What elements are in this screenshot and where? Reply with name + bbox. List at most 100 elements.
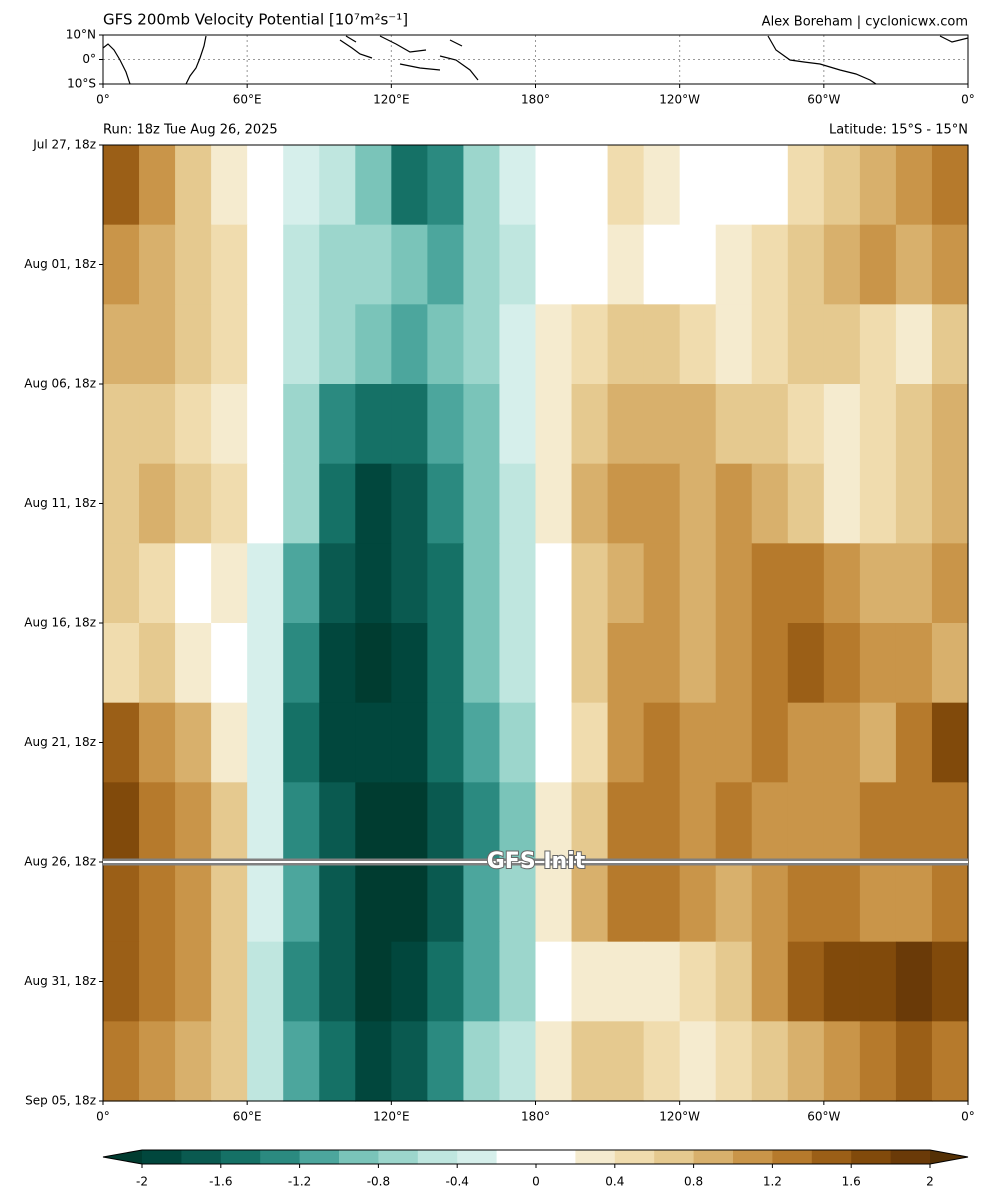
cell [787,145,825,226]
colorbar-segment [181,1150,222,1164]
cell [139,862,176,943]
cell [103,623,140,704]
cell [535,145,573,226]
cell [679,384,717,465]
cell [859,862,897,943]
cell [175,702,212,783]
cell [175,623,212,704]
cell [715,145,753,226]
cell [319,224,356,305]
cell [751,384,789,465]
cell [823,384,861,465]
cell [931,543,969,624]
cell [211,1021,248,1102]
cell [535,862,573,943]
cell [391,702,428,783]
cell [499,224,537,305]
cell [499,145,537,226]
cell [391,941,428,1022]
cell [283,1021,320,1102]
cell [679,941,717,1022]
map-x-tick-label: 180° [521,93,550,107]
cell [247,862,284,943]
cell [931,782,969,863]
colorbar-tick-label: 0.8 [684,1175,703,1189]
cell [283,304,320,385]
cell [319,543,356,624]
cell [859,463,897,544]
map-x-tick-label: 0° [961,93,975,107]
map-x-tick-label: 60°W [807,93,840,107]
cell [751,862,789,943]
cell [499,1021,537,1102]
cell [499,463,537,544]
cell [679,782,717,863]
cell [355,304,392,385]
cell [103,224,140,305]
colorbar-segment [575,1150,616,1164]
cell [751,224,789,305]
cell [427,384,465,465]
cell [283,623,320,704]
cell [823,543,861,624]
cell [247,623,284,704]
cell [103,384,140,465]
cell [643,224,681,305]
cell [787,384,825,465]
colorbar-segment [378,1150,419,1164]
cell [715,782,753,863]
cell [751,304,789,385]
cell [463,145,501,226]
coastline [102,35,207,85]
cell [571,145,609,226]
colorbar-tick-label: -0.8 [367,1175,390,1189]
colorbar-segment [142,1150,182,1164]
cell [427,702,465,783]
colorbar-tick-label: 1.2 [763,1175,782,1189]
cell [391,384,428,465]
cell [463,862,501,943]
cell [643,463,681,544]
cell [679,1021,717,1102]
cell [751,463,789,544]
cell [931,384,969,465]
cell [823,145,861,226]
x-tick-label: 180° [521,1110,550,1124]
cell [139,224,176,305]
cell [247,463,284,544]
cell [535,543,573,624]
cell [211,862,248,943]
cell [139,623,176,704]
cell [859,224,897,305]
cell [319,862,356,943]
y-tick-label: Aug 26, 18z [24,855,96,869]
cell [643,702,681,783]
cell [823,463,861,544]
cell [859,702,897,783]
cell [463,1021,501,1102]
cell [139,145,176,226]
cell [283,543,320,624]
colorbar-extend-over [930,1150,968,1164]
cell [391,145,428,226]
cell [535,224,573,305]
cell [355,1021,392,1102]
colorbar-segment [614,1150,655,1164]
cell [535,782,573,863]
cell [247,384,284,465]
cell [247,224,284,305]
cell [931,145,969,226]
cell [787,543,825,624]
y-tick-label: Aug 06, 18z [24,377,96,391]
cell [391,623,428,704]
cell [319,782,356,863]
cell [463,543,501,624]
cell [571,941,609,1022]
map-panel [102,35,969,85]
map-x-tick-label: 60°E [233,93,262,107]
cell [823,304,861,385]
cell [103,543,140,624]
cell [355,224,392,305]
cell [355,862,392,943]
x-tick-label: 0° [961,1110,975,1124]
